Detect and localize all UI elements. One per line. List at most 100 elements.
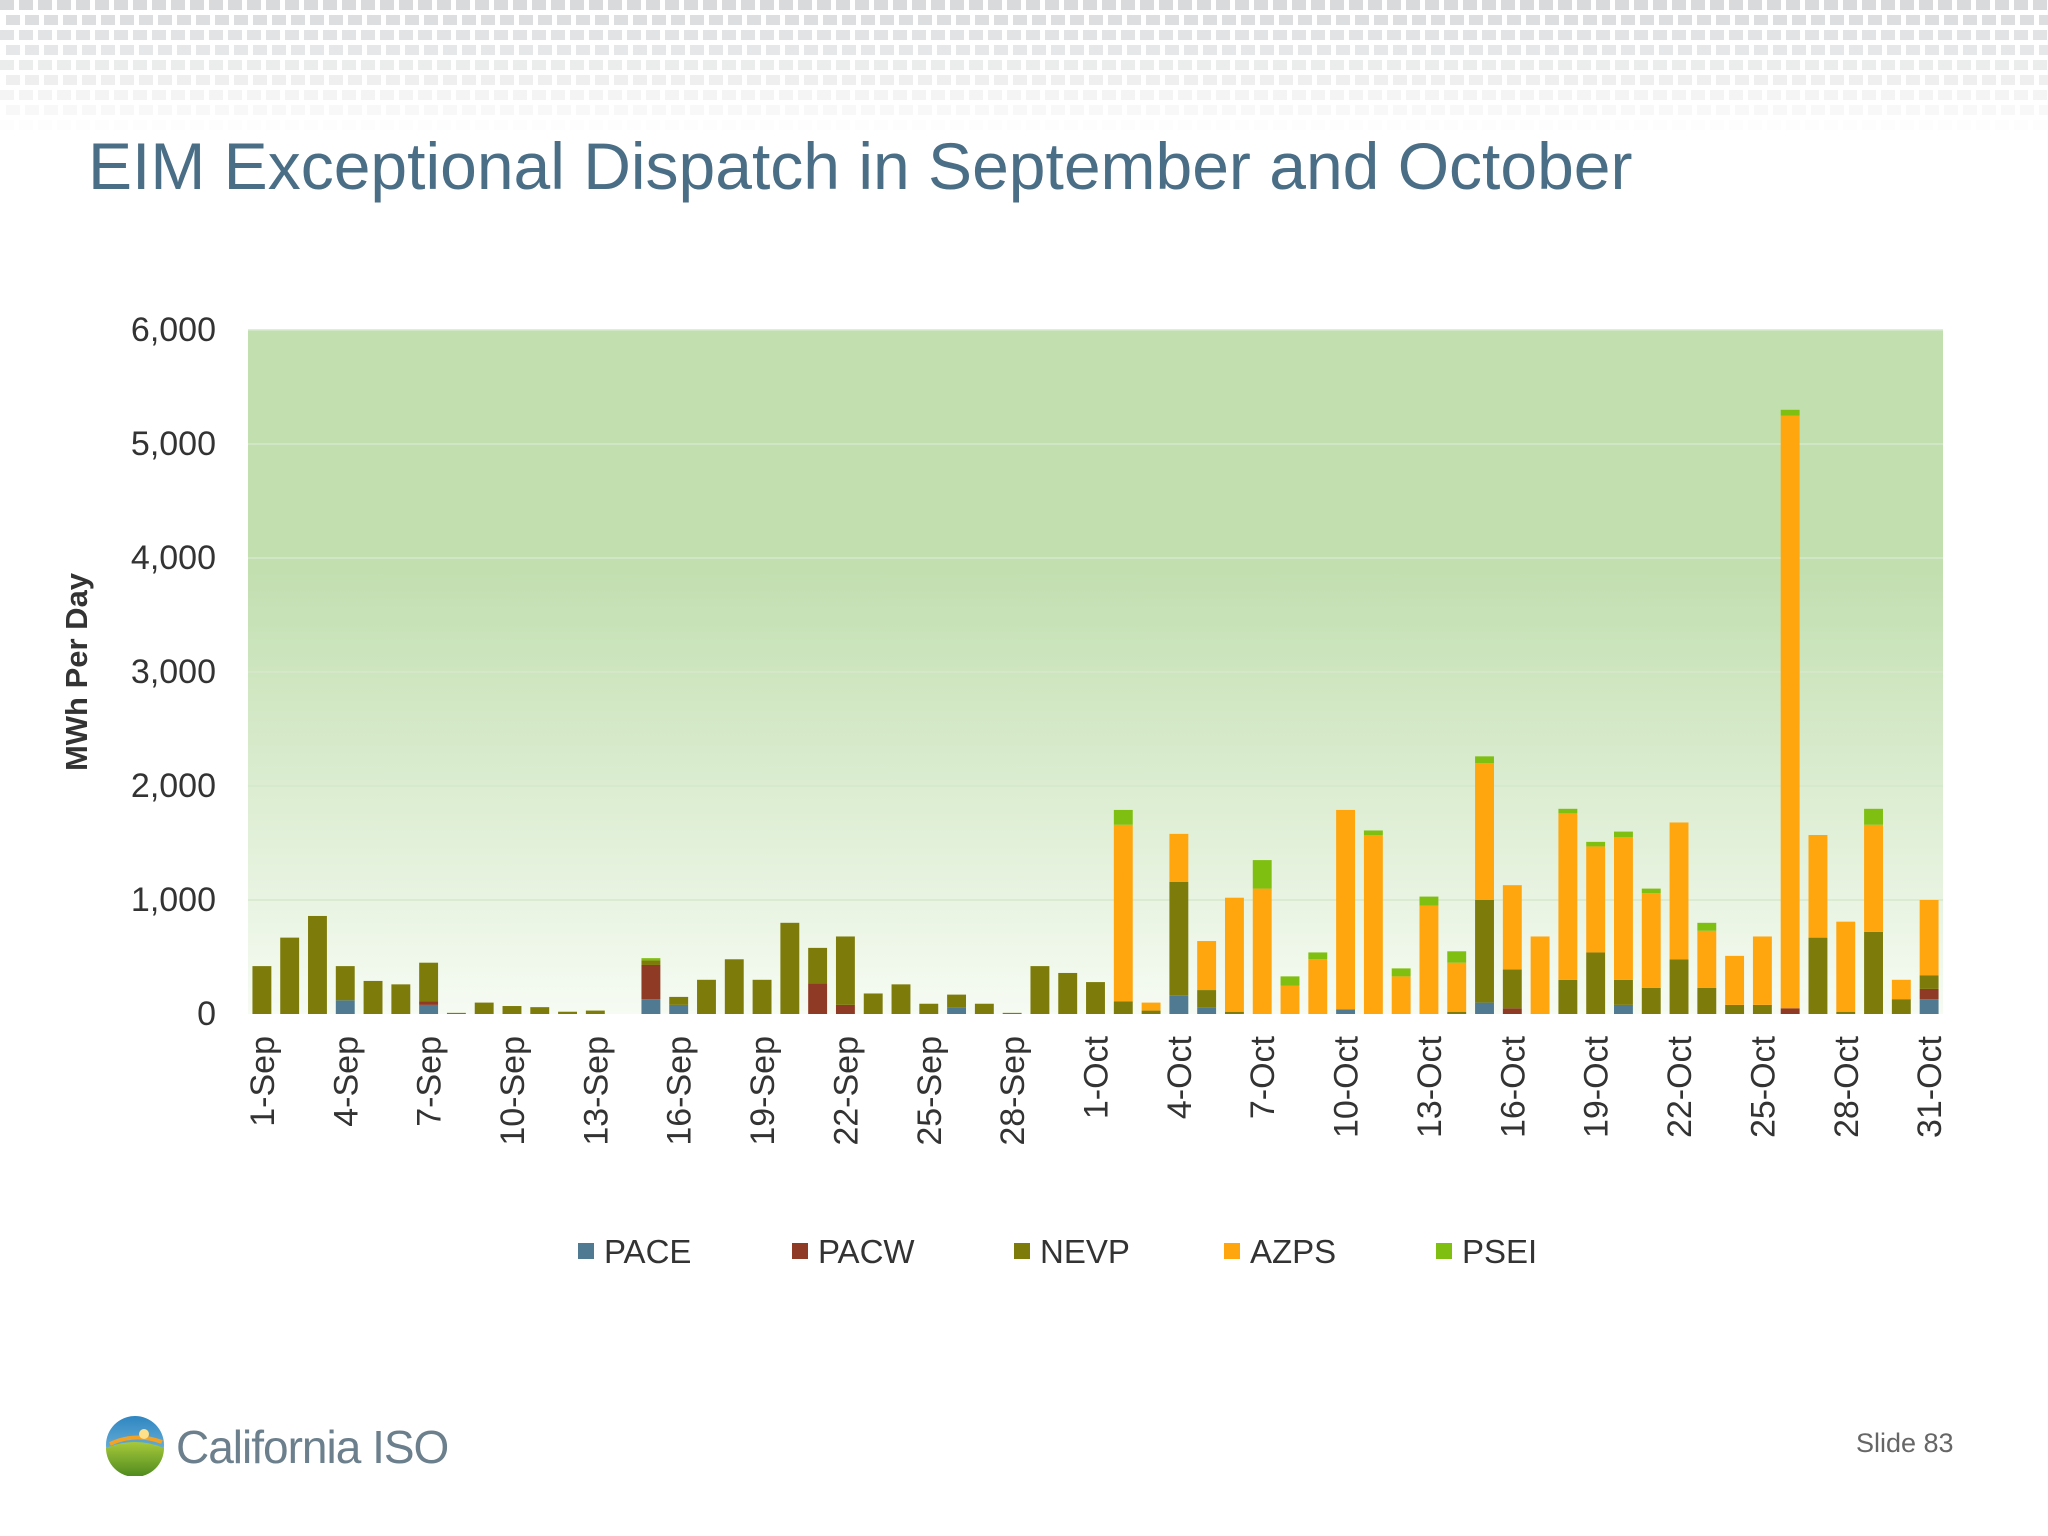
y-tick-label: 4,000 xyxy=(131,539,216,577)
header-pattern-square xyxy=(133,60,147,70)
header-pattern-square xyxy=(1653,60,1667,70)
header-pattern-square xyxy=(1849,15,1863,25)
header-pattern-square xyxy=(1805,90,1819,100)
header-pattern-square xyxy=(1393,105,1407,115)
header-pattern-square xyxy=(690,45,704,55)
header-pattern-square xyxy=(405,15,419,25)
x-tick-label: 10-Sep xyxy=(494,1036,532,1146)
header-pattern-square xyxy=(684,60,698,70)
header-pattern-square xyxy=(386,75,400,85)
header-pattern-square xyxy=(1995,0,2009,10)
x-tick-label: 22-Oct xyxy=(1661,1035,1699,1138)
header-pattern-square xyxy=(1938,60,1952,70)
header-pattern-square xyxy=(519,45,533,55)
header-pattern-square xyxy=(842,15,856,25)
header-pattern-square xyxy=(1311,0,1325,10)
header-pattern-square xyxy=(1564,45,1578,55)
header-pattern-square xyxy=(2033,0,2047,10)
header-pattern-square xyxy=(0,90,14,100)
bar-segment-azps xyxy=(1308,959,1328,1014)
header-pattern-square xyxy=(1957,30,1971,40)
bar-segment-nevp xyxy=(863,993,883,1014)
header-pattern-square xyxy=(1178,0,1192,10)
bar-segment-azps xyxy=(1919,900,1939,976)
header-pattern-square xyxy=(1925,45,1939,55)
header-pattern-square xyxy=(513,90,527,100)
bar-segment-nevp xyxy=(835,936,855,1005)
header-pattern-square xyxy=(38,30,52,40)
header-pattern-square xyxy=(589,30,603,40)
bar-segment-nevp xyxy=(1919,975,1939,989)
header-pattern-square xyxy=(386,105,400,115)
header-pattern-square xyxy=(1450,45,1464,55)
header-pattern-square xyxy=(1108,105,1122,115)
header-pattern-square xyxy=(367,15,381,25)
header-pattern-square xyxy=(1748,60,1762,70)
header-pattern-square xyxy=(76,60,90,70)
header-pattern-square xyxy=(576,75,590,85)
x-tick-label: 25-Sep xyxy=(911,1036,949,1146)
header-pattern-square xyxy=(652,45,666,55)
header-pattern-square xyxy=(1786,60,1800,70)
header-pattern-square xyxy=(994,45,1008,55)
header-pattern-square xyxy=(665,90,679,100)
header-pattern-square xyxy=(1064,60,1078,70)
bar-segment-psei xyxy=(1280,976,1300,986)
header-pattern-square xyxy=(1127,15,1141,25)
header-pattern-square xyxy=(1539,90,1553,100)
header-pattern-square xyxy=(532,90,546,100)
bar-segment-nevp xyxy=(1113,1001,1133,1014)
header-pattern-square xyxy=(1292,0,1306,10)
header-pattern-square xyxy=(272,45,286,55)
header-pattern-square xyxy=(1539,60,1553,70)
header-pattern-square xyxy=(2033,60,2047,70)
header-pattern-square xyxy=(1007,60,1021,70)
header-pattern-square xyxy=(310,45,324,55)
header-pattern-square xyxy=(1070,105,1084,115)
header-pattern-square xyxy=(57,90,71,100)
header-pattern-square xyxy=(1868,15,1882,25)
header-pattern-square xyxy=(1963,105,1977,115)
y-tick-label: 0 xyxy=(197,995,216,1033)
header-pattern-square xyxy=(1944,15,1958,25)
header-pattern-square xyxy=(101,75,115,85)
header-pattern-square xyxy=(728,75,742,85)
header-pattern-square xyxy=(1311,90,1325,100)
header-pattern-square xyxy=(266,30,280,40)
header-pattern-square xyxy=(1526,45,1540,55)
header-pattern-square xyxy=(1520,0,1534,10)
header-pattern-square xyxy=(1900,30,1914,40)
header-pattern-square xyxy=(1748,0,1762,10)
header-pattern-square xyxy=(25,75,39,85)
header-pattern-square xyxy=(975,75,989,85)
header-pattern-square xyxy=(1032,45,1046,55)
header-pattern-square xyxy=(101,45,115,55)
header-pattern-square xyxy=(1545,15,1559,25)
bar-segment-azps xyxy=(1864,824,1883,932)
bar-segment-nevp xyxy=(1641,987,1661,1014)
x-tick-label: 4-Sep xyxy=(327,1036,365,1127)
header-pattern-square xyxy=(557,105,571,115)
header-pattern-square xyxy=(82,45,96,55)
header-pattern-square xyxy=(19,90,33,100)
header-pattern-square xyxy=(139,75,153,85)
bar-segment-nevp xyxy=(919,1003,939,1014)
header-pattern-square xyxy=(646,90,660,100)
bar-segment-azps xyxy=(1197,941,1217,991)
header-pattern-square xyxy=(500,15,514,25)
header-pattern-square xyxy=(323,90,337,100)
header-pattern-square xyxy=(500,45,514,55)
header-pattern-square xyxy=(437,0,451,10)
header-pattern-square xyxy=(57,60,71,70)
header-pattern-square xyxy=(1691,30,1705,40)
header-pattern-square xyxy=(1241,75,1255,85)
header-pattern-square xyxy=(1355,75,1369,85)
header-pattern-square xyxy=(1374,15,1388,25)
header-pattern-square xyxy=(1754,15,1768,25)
header-pattern-square xyxy=(177,45,191,55)
header-pattern-square xyxy=(861,75,875,85)
y-axis-label: MWh Per Day xyxy=(59,572,94,771)
header-pattern-square xyxy=(532,30,546,40)
x-tick-label: 31-Oct xyxy=(1911,1035,1949,1138)
header-pattern-square xyxy=(703,0,717,10)
